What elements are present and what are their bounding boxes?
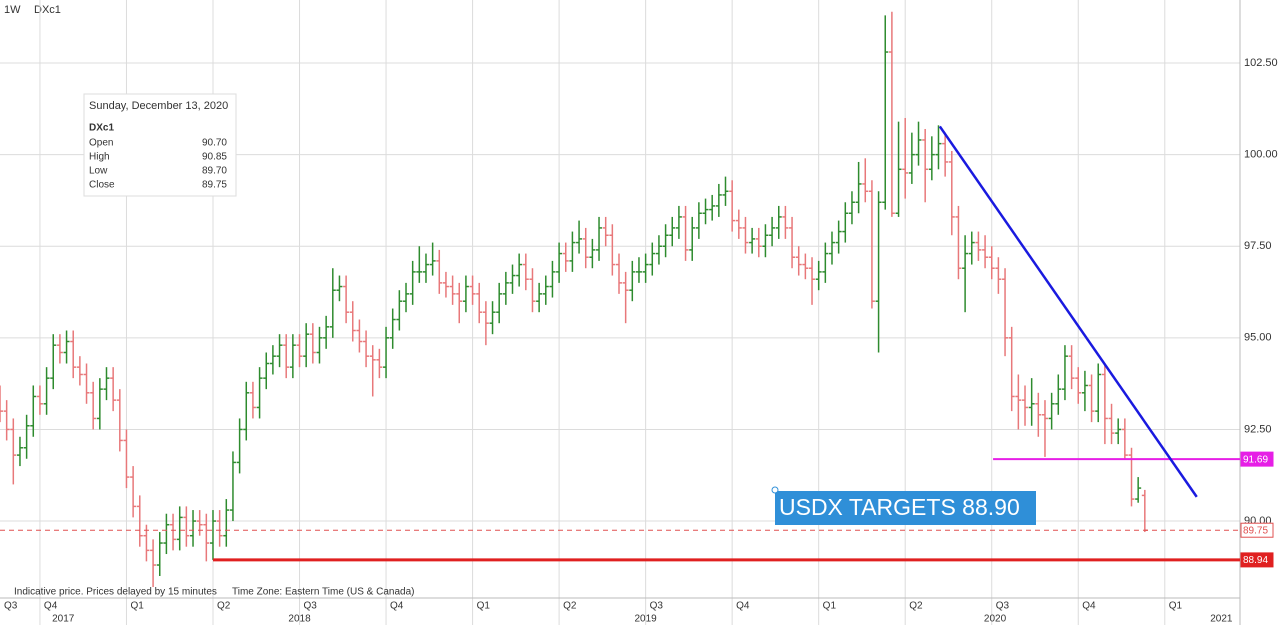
tooltip-box bbox=[83, 93, 237, 197]
x-tick-label: Q4 bbox=[1082, 601, 1096, 612]
year-label: 2020 bbox=[984, 614, 1007, 625]
symbol: DXc1 bbox=[34, 4, 61, 16]
y-tick-label: 95.00 bbox=[1244, 332, 1272, 344]
level-label-box bbox=[1240, 522, 1274, 538]
year-label: 2018 bbox=[288, 614, 311, 625]
x-tick-label: Q2 bbox=[217, 601, 231, 612]
level-label: 91.69 bbox=[1243, 454, 1268, 465]
tooltip-value: 90.70 bbox=[202, 138, 227, 149]
year-label: 2021 bbox=[1210, 614, 1233, 625]
y-tick-label: 97.50 bbox=[1244, 240, 1272, 252]
x-tick-label: Q3 bbox=[4, 601, 18, 612]
x-tick-label: Q2 bbox=[909, 601, 923, 612]
x-tick-label: Q3 bbox=[996, 601, 1010, 612]
level-label-box bbox=[1240, 451, 1274, 467]
trendline bbox=[938, 125, 1198, 498]
tooltip-label: Close bbox=[89, 180, 115, 191]
level-label: 88.94 bbox=[1243, 555, 1268, 566]
tooltip-label: Low bbox=[89, 166, 108, 177]
annotation-box bbox=[775, 491, 1036, 525]
tooltip-label: High bbox=[89, 152, 110, 163]
year-label: 2017 bbox=[52, 614, 75, 625]
x-tick-label: Q1 bbox=[477, 601, 491, 612]
x-tick-label: Q3 bbox=[650, 601, 664, 612]
year-label: 2019 bbox=[635, 614, 658, 625]
x-tick-label: Q3 bbox=[304, 601, 318, 612]
x-tick-label: Q4 bbox=[736, 601, 750, 612]
level-label-box bbox=[1240, 552, 1274, 568]
interval: 1W bbox=[4, 4, 21, 16]
x-tick-label: Q1 bbox=[823, 601, 837, 612]
y-tick-label: 100.00 bbox=[1244, 149, 1278, 161]
tooltip-date: Sunday, December 13, 2020 bbox=[89, 100, 228, 112]
x-tick-label: Q2 bbox=[563, 601, 577, 612]
x-tick-label: Q4 bbox=[390, 601, 404, 612]
tooltip-value: 90.85 bbox=[202, 152, 227, 163]
x-tick-label: Q4 bbox=[44, 601, 58, 612]
tooltip-label: Open bbox=[89, 138, 113, 149]
y-tick-label: 102.50 bbox=[1244, 57, 1278, 69]
annotation-handle bbox=[771, 486, 779, 494]
annotation: USDX TARGETS 88.90 bbox=[779, 494, 1020, 520]
level-label: 89.75 bbox=[1243, 525, 1268, 536]
note: Time Zone: Eastern Time (US & Canada) bbox=[232, 587, 414, 598]
x-tick-label: Q1 bbox=[130, 601, 144, 612]
tooltip-value: 89.70 bbox=[202, 166, 227, 177]
tooltip-symbol: DXc1 bbox=[89, 123, 114, 134]
y-tick-label: 92.50 bbox=[1244, 423, 1272, 435]
x-tick-label: Q1 bbox=[1169, 601, 1183, 612]
tooltip-value: 89.75 bbox=[202, 180, 227, 191]
note: Indicative price. Prices delayed by 15 m… bbox=[14, 587, 217, 598]
